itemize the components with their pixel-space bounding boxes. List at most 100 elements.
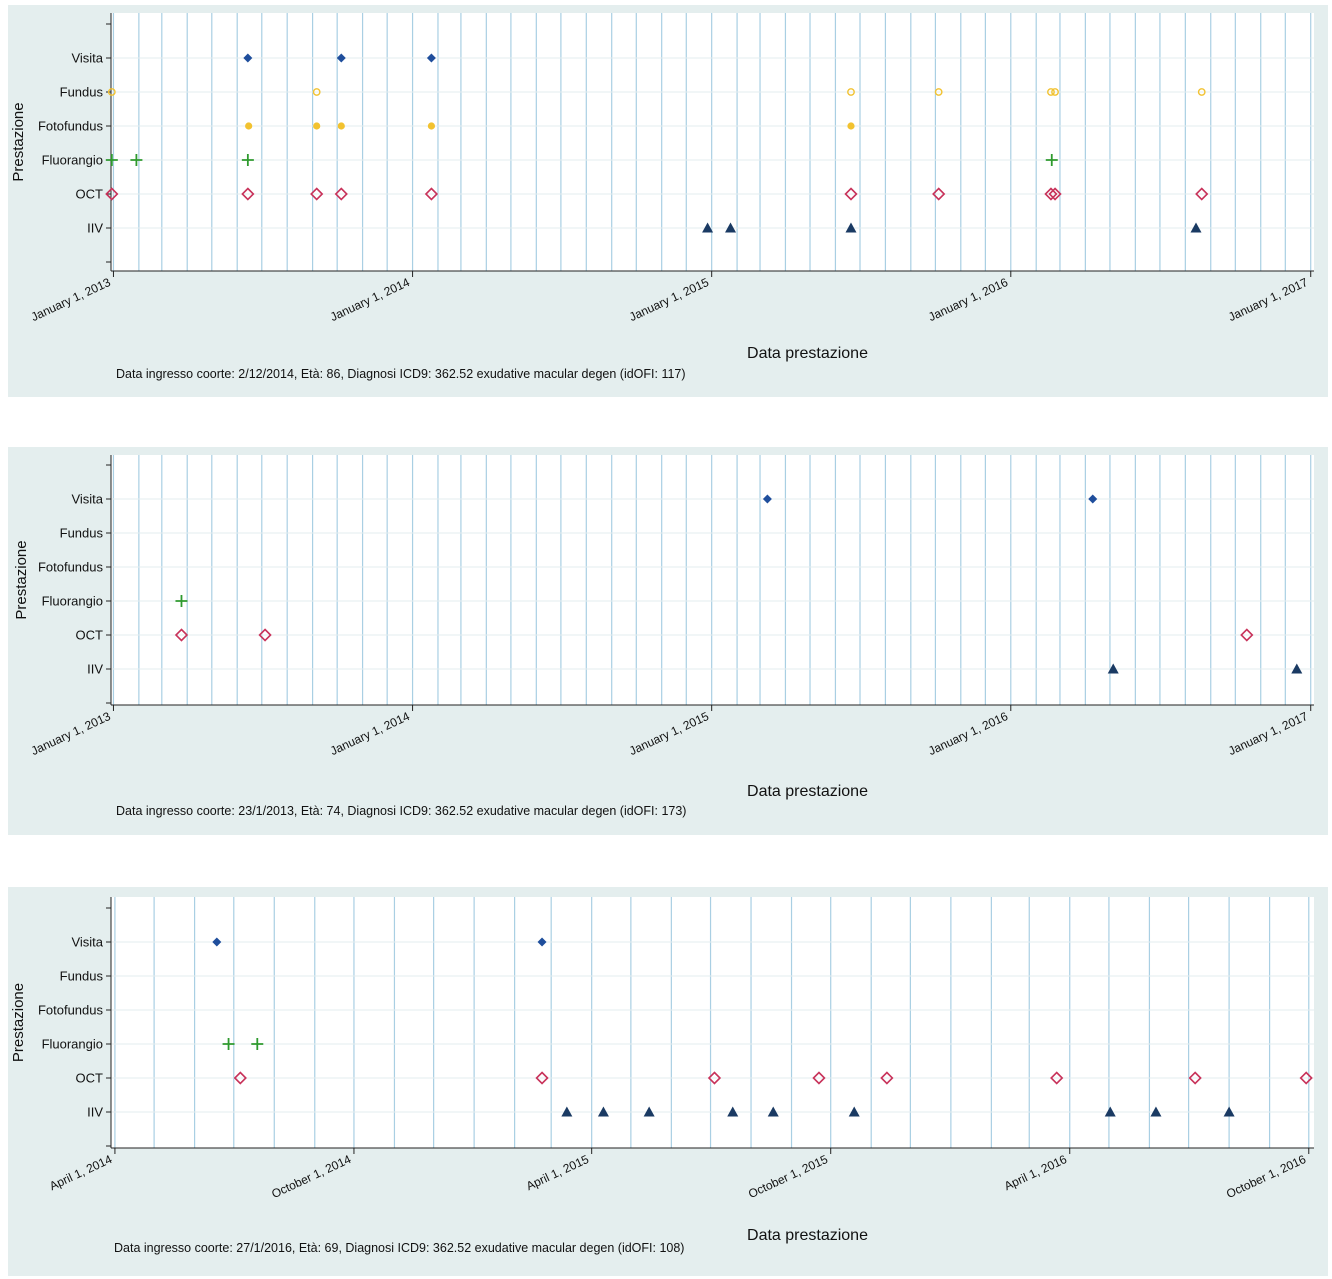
- category-label: IIV: [87, 221, 103, 236]
- x-axis-title: Data prestazione: [747, 1227, 868, 1244]
- x-tick-label: January 1, 2015: [627, 709, 711, 758]
- plot-area: [111, 455, 1314, 705]
- point-fotofundus: [427, 122, 436, 130]
- point-iiv: [767, 1106, 779, 1117]
- cohort-note-2: Data ingresso coorte: 23/1/2013, Età: 74…: [116, 804, 687, 818]
- chart-svg-2: Visita Fundus Fotofundus Fluorangio OCT IIV Ja…: [13, 455, 1314, 800]
- point-fluorangio: [241, 154, 254, 166]
- point-iiv: [1104, 1106, 1116, 1117]
- chart-panel-3: Visita Fundus Fotofundus Fluorangio OCT IIV Ap…: [8, 887, 1328, 1276]
- category-label: Fotofundus: [38, 119, 104, 134]
- point-visita: [537, 937, 547, 947]
- point-oct: [1048, 187, 1062, 201]
- point-iiv: [845, 222, 857, 233]
- point-fotofundus: [337, 122, 345, 130]
- point-iiv: [597, 1106, 609, 1117]
- point-fotofundus: [245, 122, 253, 130]
- point-oct: [1240, 628, 1254, 642]
- point-oct: [844, 187, 858, 201]
- point-oct: [932, 187, 946, 201]
- point-oct: [241, 187, 255, 201]
- point-iiv: [1223, 1106, 1235, 1117]
- point-fluorangio: [105, 154, 118, 166]
- point-fluorangio: [251, 1038, 264, 1050]
- point-oct: [233, 1071, 247, 1085]
- point-oct: [707, 1071, 722, 1085]
- y-axis-title: Prestazione: [10, 983, 27, 1062]
- point-oct: [424, 187, 439, 201]
- x-tick-label: October 1, 2016: [1224, 1152, 1308, 1201]
- x-tick-label: October 1, 2015: [746, 1152, 830, 1201]
- category-label: Fluorangio: [42, 153, 103, 168]
- point-visita: [1088, 494, 1098, 504]
- point-oct: [535, 1071, 549, 1085]
- category-label: Fundus: [60, 969, 104, 984]
- category-label: Fluorangio: [42, 594, 103, 609]
- point-visita: [762, 494, 772, 504]
- point-iiv: [702, 222, 714, 233]
- x-tick-label: January 1, 2015: [627, 275, 711, 324]
- category-label: Fluorangio: [42, 1037, 103, 1052]
- point-fotofundus: [313, 122, 321, 130]
- chart-svg-3: Visita Fundus Fotofundus Fluorangio OCT IIV Ap…: [10, 897, 1314, 1244]
- chart-panel-2: Visita Fundus Fotofundus Fluorangio OCT IIV Ja…: [8, 447, 1328, 835]
- cohort-note-3: Data ingresso coorte: 27/1/2016, Età: 69…: [114, 1241, 685, 1255]
- point-oct: [310, 187, 324, 201]
- x-tick-label: April 1, 2016: [1002, 1152, 1069, 1193]
- point-fundus: [934, 88, 943, 96]
- x-tick-label: January 1, 2014: [328, 709, 412, 758]
- x-tick-label: January 1, 2013: [29, 709, 113, 758]
- point-visita: [336, 53, 346, 63]
- category-label: Fundus: [60, 526, 104, 541]
- point-oct: [258, 628, 272, 642]
- x-tick-label: January 1, 2016: [926, 709, 1010, 758]
- point-visita: [426, 53, 436, 63]
- point-oct: [1188, 1071, 1202, 1085]
- category-label: OCT: [76, 1071, 104, 1086]
- point-iiv: [727, 1106, 739, 1117]
- point-fluorangio: [130, 154, 143, 166]
- category-label: Fotofundus: [38, 560, 104, 575]
- point-fluorangio: [175, 595, 188, 607]
- x-tick-label: April 1, 2015: [524, 1152, 591, 1193]
- category-label: IIV: [87, 662, 103, 677]
- point-oct: [174, 628, 189, 642]
- point-fundus: [1051, 88, 1059, 96]
- cohort-note-1: Data ingresso coorte: 2/12/2014, Età: 86…: [116, 367, 686, 381]
- point-iiv: [725, 222, 737, 233]
- category-label: OCT: [76, 187, 104, 202]
- x-axis-title: Data prestazione: [747, 345, 868, 362]
- point-fundus: [1197, 88, 1206, 96]
- point-fundus: [312, 88, 321, 96]
- point-visita: [212, 937, 222, 947]
- point-iiv: [848, 1106, 860, 1117]
- point-iiv: [1291, 663, 1303, 674]
- x-tick-label: January 1, 2017: [1226, 275, 1310, 324]
- point-iiv: [643, 1106, 655, 1117]
- category-label: OCT: [76, 628, 104, 643]
- x-tick-label: January 1, 2017: [1226, 709, 1310, 758]
- point-fluorangio: [1045, 154, 1058, 166]
- point-fundus: [847, 88, 855, 96]
- point-oct: [1195, 187, 1209, 201]
- point-visita: [243, 53, 253, 63]
- plot-area: [111, 897, 1314, 1148]
- point-fotofundus: [847, 122, 855, 130]
- point-iiv: [1190, 222, 1202, 233]
- y-axis-title: Prestazione: [10, 102, 27, 181]
- point-iiv: [1150, 1106, 1162, 1117]
- category-label: Visita: [71, 492, 103, 507]
- point-iiv: [561, 1106, 573, 1117]
- point-iiv: [1107, 663, 1119, 674]
- point-oct: [105, 187, 119, 201]
- x-axis-title: Data prestazione: [747, 783, 868, 800]
- x-tick-label: April 1, 2014: [47, 1152, 114, 1193]
- point-oct: [1050, 1071, 1064, 1085]
- point-fundus: [107, 88, 116, 96]
- chart-svg-1: Visita Fundus Fotofundus Fluorangio OCT IIV Ja…: [10, 13, 1314, 362]
- x-tick-label: January 1, 2016: [926, 275, 1010, 324]
- category-label: IIV: [87, 1105, 103, 1120]
- category-label: Visita: [71, 935, 103, 950]
- x-tick-label: January 1, 2013: [29, 275, 113, 324]
- point-fundus: [1047, 88, 1055, 96]
